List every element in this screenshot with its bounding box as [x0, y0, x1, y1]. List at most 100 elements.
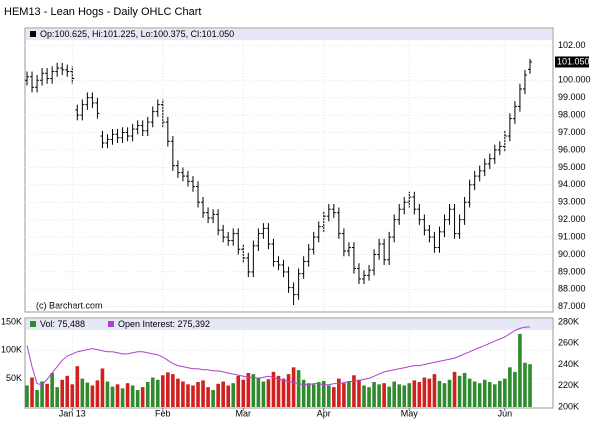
volume-bar [191, 385, 195, 407]
volume-bar [382, 383, 386, 407]
volume-bar [387, 386, 391, 407]
volume-bar [397, 384, 402, 407]
volume-bar [75, 366, 80, 407]
volume-bar [176, 378, 180, 407]
volume-bar [261, 381, 266, 407]
volume-bar [216, 383, 220, 407]
volume-bar [271, 371, 276, 407]
volume-bar [130, 385, 135, 407]
volume-bar [427, 378, 432, 407]
y2-tick-label: 220K [558, 380, 579, 390]
volume-bar [337, 378, 341, 407]
open-interest-line [26, 326, 531, 386]
volume-bar [442, 383, 447, 407]
volume-bar [357, 379, 361, 407]
volume-bar [256, 377, 261, 407]
volume-legend-swatch [30, 321, 36, 327]
y-tick-label: 99.000 [558, 92, 586, 102]
volume-bar [417, 382, 422, 407]
volume-bar [25, 385, 29, 407]
volume-bar [281, 378, 286, 407]
volume-bar [166, 372, 170, 407]
volume-bar [196, 382, 200, 407]
volume-bar [311, 384, 316, 407]
volume-bar [171, 374, 175, 407]
y-tick-label: 100K [1, 345, 22, 355]
x-tick-label: Feb [155, 408, 171, 418]
volume-bar [110, 386, 115, 407]
volume-bar [246, 373, 251, 407]
volume-bar [477, 383, 482, 407]
oi-legend: Open Interest: 275,392 [118, 319, 210, 329]
volume-bar [35, 390, 39, 407]
volume-bar [432, 374, 437, 407]
volume-bar [95, 380, 100, 407]
volume-bar [503, 378, 507, 407]
volume-bar [492, 384, 497, 407]
y-tick-label: 92.000 [558, 214, 586, 224]
volume-bar [452, 371, 457, 407]
volume-bar [321, 380, 326, 407]
volume-bar [80, 378, 85, 407]
volume-bar [482, 379, 487, 407]
volume-bar [186, 384, 190, 407]
volume-bar [372, 382, 376, 407]
volume-bar [161, 375, 165, 407]
volume-bar [352, 375, 356, 407]
volume-bar [402, 385, 407, 407]
volume-bar [201, 380, 205, 407]
volume-legend: Vol: 75,488 [40, 319, 85, 329]
volume-bar [296, 370, 301, 407]
volume-bar [301, 379, 306, 407]
volume-bar [155, 379, 160, 407]
x-tick-label: Jun [498, 408, 513, 418]
volume-bar [100, 368, 105, 407]
volume-bar [226, 385, 230, 407]
volume-bar [266, 379, 271, 407]
volume-bar [367, 387, 371, 407]
volume-bar [377, 384, 381, 407]
volume-bar [327, 385, 331, 407]
y-tick-label: 87.000 [558, 301, 586, 311]
y-tick-label: 90.000 [558, 249, 586, 259]
volume-bar [145, 382, 150, 407]
volume-bar [347, 381, 351, 407]
volume-bar [422, 377, 427, 407]
volume-bar [498, 380, 502, 407]
volume-bar [135, 390, 140, 407]
volume-bar [241, 379, 246, 407]
volume-bar [105, 381, 110, 407]
chart-title: HEM13 - Lean Hogs - Daily OHLC Chart [4, 6, 201, 18]
y-tick-label: 96.000 [558, 144, 586, 154]
last-price-tag [555, 56, 589, 68]
volume-bar [518, 333, 522, 407]
y-tick-label: 97.000 [558, 127, 586, 137]
price-legend-band [26, 29, 552, 40]
y-tick-label: 150K [1, 316, 22, 326]
volume-bar [487, 382, 492, 407]
ohlc-legend: Op:100.625, Hi:101.225, Lo:100.375, Cl:1… [40, 29, 234, 39]
volume-bar [286, 374, 291, 407]
volume-bar [85, 382, 90, 407]
volume-bar [181, 381, 185, 407]
volume-bar [70, 384, 75, 407]
y-tick-label: 93.000 [558, 197, 586, 207]
y-tick-label: 50K [6, 373, 22, 383]
volume-bar [332, 387, 336, 407]
volume-bar [276, 375, 281, 407]
volume-bar [40, 381, 44, 407]
volume-bar [316, 382, 321, 407]
volume-bar [513, 371, 517, 407]
x-tick-label: Mar [236, 408, 252, 418]
volume-bar [447, 379, 452, 407]
volume-bar [50, 373, 54, 407]
volume-legend-band [26, 319, 552, 330]
volume-bar [45, 383, 49, 407]
price-panel [24, 27, 554, 313]
volume-bar [457, 375, 462, 407]
volume-bar [467, 378, 472, 407]
volume-bar [206, 387, 210, 407]
credit: (c) Barchart.com [36, 300, 103, 310]
